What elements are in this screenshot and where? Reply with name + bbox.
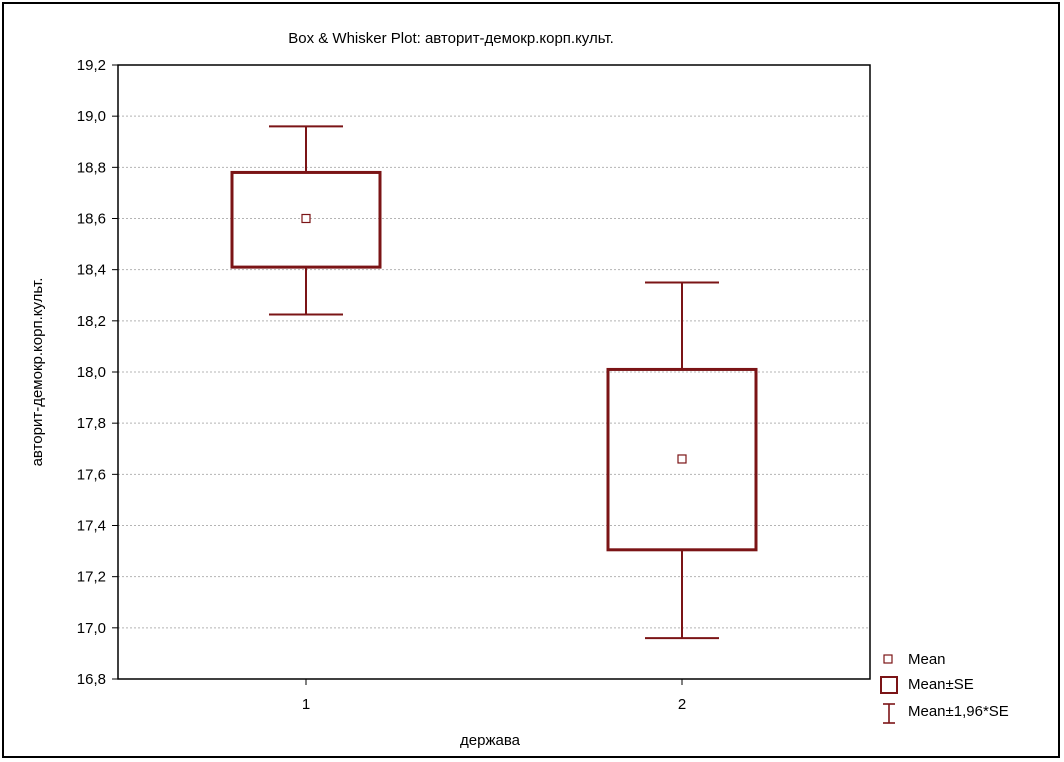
y-tick-label: 17,0 <box>77 620 106 637</box>
box-group-2 <box>606 281 758 640</box>
se-box <box>230 170 382 269</box>
y-tick-label: 19,2 <box>77 57 106 74</box>
y-tick-label: 16,8 <box>77 671 106 688</box>
y-tick-label: 18,4 <box>77 262 106 279</box>
y-tick-label: 17,8 <box>77 415 106 432</box>
y-tick-label: 17,6 <box>77 466 106 483</box>
legend-ci-label: Mean±1,96*SE <box>908 703 1009 720</box>
y-tick-label: 18,0 <box>77 364 106 381</box>
y-tick-label: 18,6 <box>77 211 106 228</box>
box-whisker-chart: Box & Whisker Plot: авторит-демокр.корп.… <box>29 30 1009 749</box>
y-tick-label: 17,4 <box>77 518 106 535</box>
y-tick-label: 17,2 <box>77 569 106 586</box>
se-box <box>606 367 758 552</box>
y-tick-label: 18,2 <box>77 313 106 330</box>
mean-marker <box>677 454 687 464</box>
x-tick-label: 2 <box>678 696 686 713</box>
grid-lines <box>118 115 870 629</box>
legend-se-marker <box>880 676 898 694</box>
mean-marker <box>301 213 311 224</box>
legend: Mean Mean±SE Mean±1,96*SE <box>880 651 1009 724</box>
legend-mean-label: Mean <box>908 651 946 668</box>
chart-title: Box & Whisker Plot: авторит-демокр.корп.… <box>288 30 614 47</box>
legend-mean-marker <box>883 654 893 664</box>
chart-marks <box>230 125 758 640</box>
box-group-1 <box>230 125 382 316</box>
y-tick-label: 19,0 <box>77 108 106 125</box>
legend-se-label: Mean±SE <box>908 676 974 693</box>
x-tick-label: 1 <box>302 696 310 713</box>
x-axis-label: держава <box>460 732 521 749</box>
y-axis-label: авторит-демокр.корп.культ. <box>29 278 46 467</box>
legend-ci-marker <box>883 703 895 724</box>
y-tick-label: 18,8 <box>77 159 106 176</box>
y-axis-ticks: 16,8 17,0 17,2 17,4 17,6 17,8 18,0 18,2 18,4 18,6… <box>77 57 118 688</box>
